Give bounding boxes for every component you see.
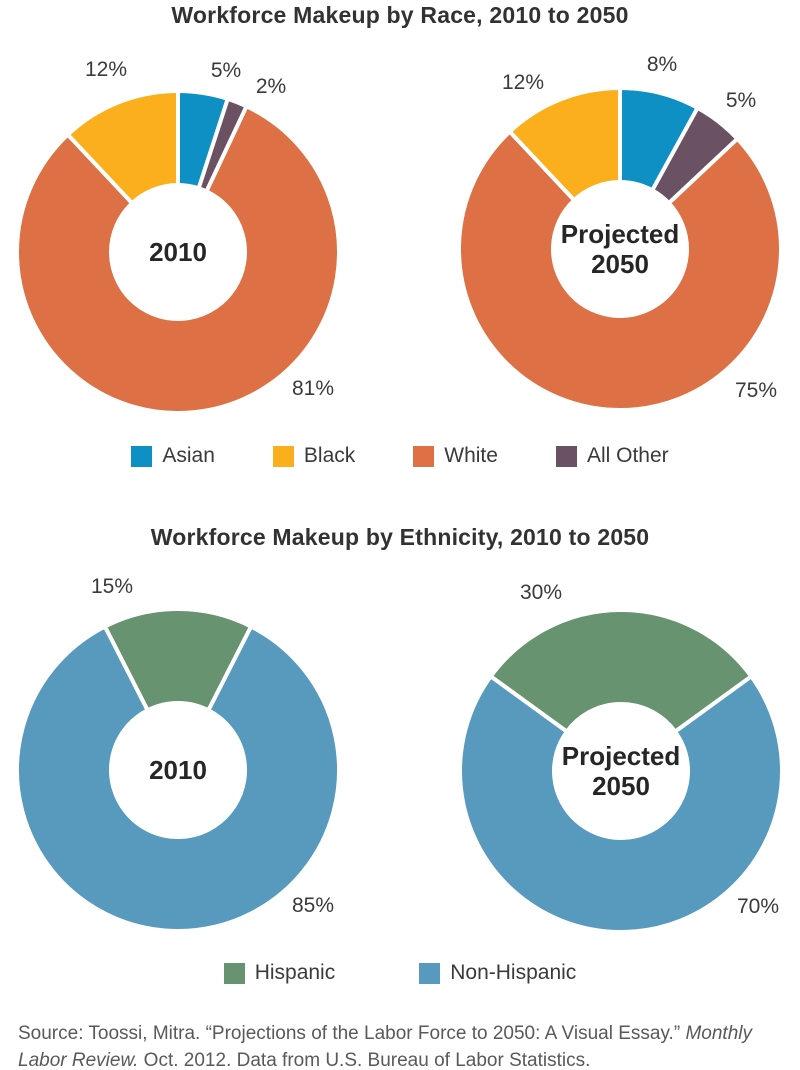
race-chart-title: Workforce Makeup by Race, 2010 to 2050 xyxy=(171,2,629,28)
donut-race-2010-svg xyxy=(15,88,341,415)
percent-label-all-other: 5% xyxy=(725,89,757,112)
slice-black xyxy=(506,85,622,203)
donut-center-label-line: 2010 xyxy=(149,237,207,267)
percent-label-black: 12% xyxy=(84,58,128,81)
slice-non-hispanic xyxy=(15,623,341,934)
legend-label: White xyxy=(444,444,498,467)
legend-item-non-hispanic: Non-Hispanic xyxy=(419,961,576,985)
legend-item-black: Black xyxy=(272,444,356,468)
percent-label-asian: 5% xyxy=(210,59,242,82)
source-text: Oct. 2012. Data from U.S. Bureau of Labo… xyxy=(138,1050,591,1070)
legend-label: All Other xyxy=(586,444,669,467)
slice-non-hispanic xyxy=(458,673,784,934)
legend-item-hispanic: Hispanic xyxy=(223,961,336,985)
slice-hispanic xyxy=(487,608,755,735)
donut-center-label-line: 2010 xyxy=(149,755,207,785)
percent-label-non-hispanic: 85% xyxy=(291,894,335,917)
donut-center-label-line: 2050 xyxy=(591,249,649,279)
donut-race-2010: 2010 xyxy=(8,82,348,422)
source-line-1: Source: Toossi, Mitra. “Projections of t… xyxy=(18,1020,788,1047)
percent-label-hispanic: 30% xyxy=(519,581,563,604)
legend-swatch xyxy=(419,962,441,984)
donut-race-2050: Projected 2050 xyxy=(450,79,790,419)
percent-label-hispanic: 15% xyxy=(90,575,134,598)
legend-item-all-other: All Other xyxy=(555,444,669,468)
donut-ethnicity-2050-svg xyxy=(458,608,784,934)
slice-white xyxy=(15,103,341,415)
ethnicity-legend: Hispanic Non-Hispanic xyxy=(0,961,800,985)
percent-label-white: 75% xyxy=(734,379,778,402)
source-line-2: Labor Review. Oct. 2012. Data from U.S. … xyxy=(18,1047,788,1070)
ethnicity-chart-title: Workforce Makeup by Ethnicity, 2010 to 2… xyxy=(150,524,650,550)
source-journal-name: Monthly xyxy=(685,1023,752,1044)
legend-swatch xyxy=(272,445,294,467)
percent-label-non-hispanic: 70% xyxy=(736,895,780,918)
legend-label: Hispanic xyxy=(254,961,336,984)
percent-label-asian: 8% xyxy=(646,53,678,76)
donut-center-label-line: Projected xyxy=(561,741,681,771)
donut-ethnicity-2010: 2010 xyxy=(8,600,348,940)
legend-swatch xyxy=(555,445,577,467)
donut-ethnicity-2010-svg xyxy=(15,607,341,934)
legend-swatch xyxy=(413,445,435,467)
source-citation: Source: Toossi, Mitra. “Projections of t… xyxy=(18,1020,788,1070)
legend-swatch xyxy=(223,962,245,984)
donut-center-label: Projected 2050 xyxy=(561,219,680,279)
legend-label: Non-Hispanic xyxy=(450,961,577,984)
percent-label-black: 12% xyxy=(501,71,545,94)
legend-label: Asian xyxy=(162,444,215,467)
legend-item-white: White xyxy=(413,444,498,468)
donut-center-label: 2010 xyxy=(149,237,207,267)
source-journal-name: Labor Review. xyxy=(18,1050,139,1070)
race-legend: Asian Black White All Other xyxy=(0,444,800,468)
legend-item-asian: Asian xyxy=(131,444,215,468)
percent-label-all-other: 2% xyxy=(255,75,287,98)
donut-ethnicity-2050: Projected 2050 xyxy=(451,601,791,941)
percent-label-white: 81% xyxy=(291,377,335,400)
slice-black xyxy=(64,88,180,206)
donut-center-label: Projected 2050 xyxy=(562,741,681,801)
donut-center-label: 2010 xyxy=(149,755,207,785)
slice-hispanic xyxy=(102,607,254,713)
source-text: Source: Toossi, Mitra. “Projections of t… xyxy=(18,1023,686,1044)
donut-center-label-line: 2050 xyxy=(592,771,650,801)
donut-center-label-line: Projected xyxy=(560,219,680,249)
slice-white xyxy=(457,128,783,412)
legend-label: Black xyxy=(303,444,356,467)
legend-swatch xyxy=(131,445,153,467)
donut-race-2050-svg xyxy=(457,85,783,412)
